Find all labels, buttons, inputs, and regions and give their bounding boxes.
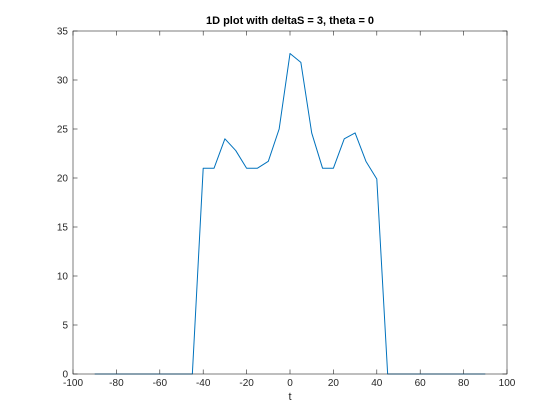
y-tick-label: 30 xyxy=(57,76,69,87)
ticks-layer: -100 -80 -60 -40 -20 0 20 40 60 80 100 0 5 10 15 20 25 30… xyxy=(57,27,516,390)
plot-area xyxy=(73,31,507,374)
y-tick-label: 35 xyxy=(57,27,69,38)
plot-frame xyxy=(72,30,508,375)
x-axis-label: t xyxy=(288,391,291,403)
y-tick-label: 5 xyxy=(62,321,68,332)
x-tick-label: 20 xyxy=(328,378,340,389)
x-tick-label: -80 xyxy=(109,378,124,389)
x-tick-label: 0 xyxy=(287,378,293,389)
x-tick-label: -20 xyxy=(239,378,254,389)
x-tick-label: 60 xyxy=(415,378,427,389)
x-tick-label: -40 xyxy=(196,378,211,389)
y-tick-label: 25 xyxy=(57,125,69,136)
y-tick-label: 10 xyxy=(57,272,69,283)
x-tick-label: 100 xyxy=(499,378,516,389)
x-tick-label: 40 xyxy=(371,378,383,389)
chart-title: 1D plot with deltaS = 3, theta = 0 xyxy=(206,15,374,27)
x-tick-label: 80 xyxy=(458,378,470,389)
y-tick-label: 15 xyxy=(57,223,69,234)
x-tick-label: -100 xyxy=(63,378,83,389)
y-tick-label: 0 xyxy=(62,370,68,381)
y-tick-label: 20 xyxy=(57,174,69,185)
x-tick-label: -60 xyxy=(153,378,168,389)
